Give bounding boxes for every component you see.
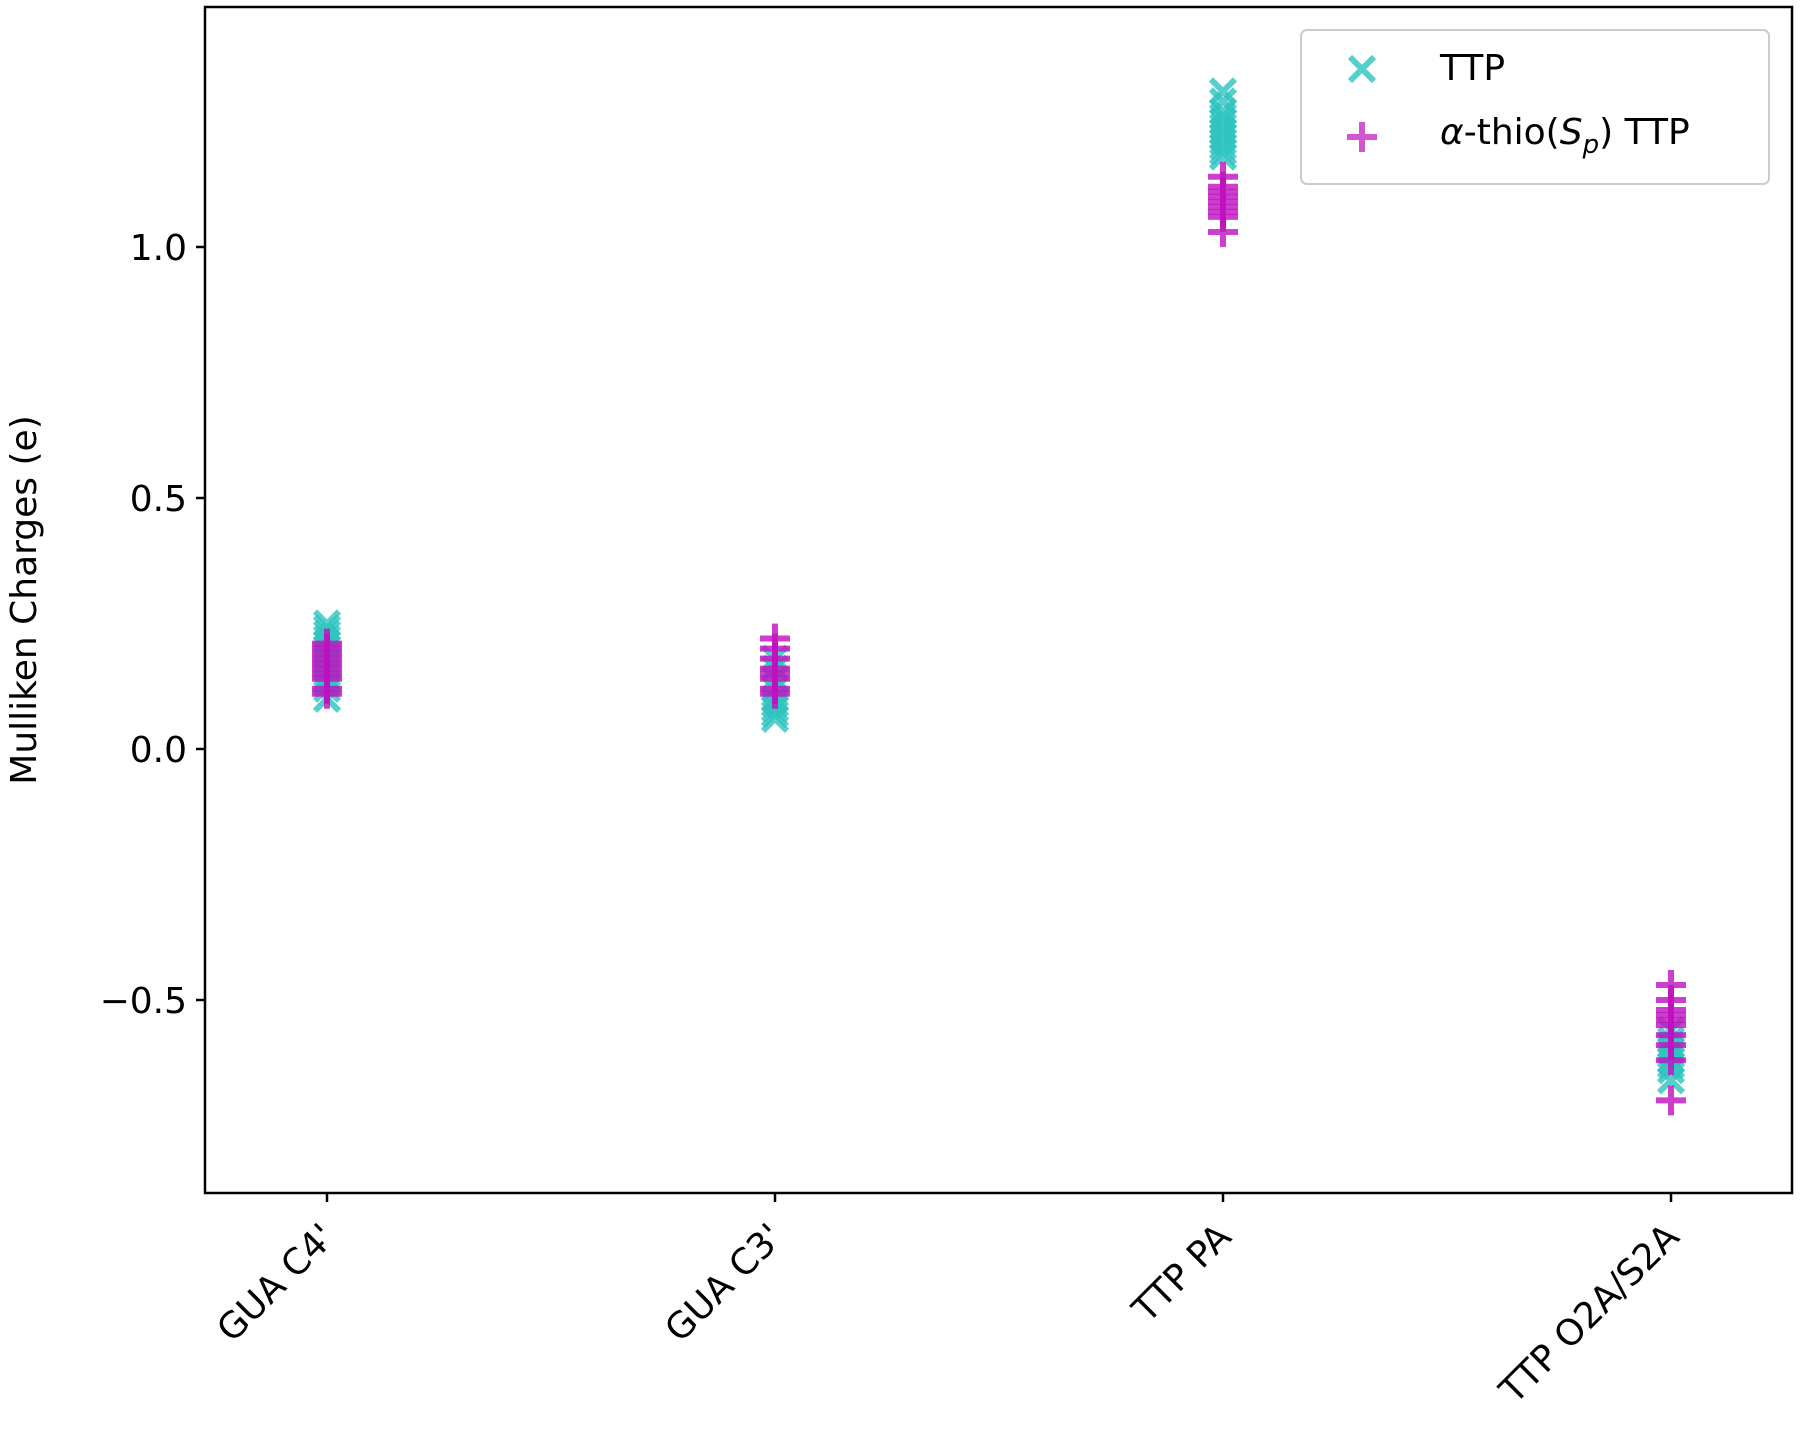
- legend-marker-alpha-thio-ttp: [1347, 122, 1377, 152]
- legend-plus-marker: [1347, 122, 1377, 152]
- point-ttp-44: [1656, 1066, 1686, 1095]
- point-ttp-23: [760, 704, 790, 734]
- legend-marker-ttp: [1347, 54, 1377, 84]
- legend: TTP α-thio(Sp) TTP: [1300, 29, 1770, 185]
- legend-alpha-symbol: α: [1440, 112, 1464, 153]
- x-tick-label: GUA C3': [658, 1216, 792, 1350]
- point-alpha-thio-ttp-35: [1656, 1045, 1686, 1076]
- point-ttp-35: [1208, 142, 1238, 171]
- legend-s-symbol: S: [1560, 112, 1583, 153]
- y-tick-label: 0.0: [130, 730, 187, 771]
- y-tick-label: 0.5: [130, 479, 187, 520]
- point-ttp-21: [760, 694, 790, 723]
- legend-ttp-text: ) TTP: [1599, 112, 1690, 153]
- y-axis-label: Mulliken Charges (e): [4, 415, 45, 784]
- legend-label-ttp: TTP: [1439, 48, 1505, 89]
- y-axis-ticks: −0.5 0.0 0.5 1.0: [100, 228, 205, 1022]
- point-alpha-thio-ttp-36: [1656, 1085, 1686, 1116]
- legend-thio-text: -thio(: [1464, 112, 1560, 153]
- y-tick-label: −0.5: [100, 981, 187, 1022]
- legend-label-alpha-thio-ttp: α-thio(Sp) TTP: [1440, 112, 1690, 160]
- point-ttp-33: [1208, 132, 1238, 161]
- point-alpha-thio-ttp-26: [1208, 216, 1238, 247]
- point-alpha-thio-ttp-9: [312, 678, 342, 709]
- x-tick-label: GUA C4': [210, 1216, 344, 1350]
- legend-x-marker: [1347, 54, 1377, 84]
- legend-p-subscript: p: [1582, 130, 1600, 160]
- point-ttp-22: [760, 699, 790, 728]
- chart-marks: [312, 77, 1686, 1116]
- plot-area-frame: [203, 5, 1794, 1195]
- legend-frame: [1300, 29, 1770, 185]
- x-tick-label: TTP O2A/S2A: [1492, 1216, 1688, 1412]
- x-axis-ticks: GUA C4' GUA C3' TTP PA TTP O2A/S2A: [210, 1193, 1688, 1412]
- x-tick-label: TTP PA: [1124, 1216, 1239, 1331]
- point-alpha-thio-ttp-17: [760, 678, 790, 709]
- point-ttp-34: [1208, 137, 1238, 166]
- y-tick-label: 1.0: [130, 228, 187, 269]
